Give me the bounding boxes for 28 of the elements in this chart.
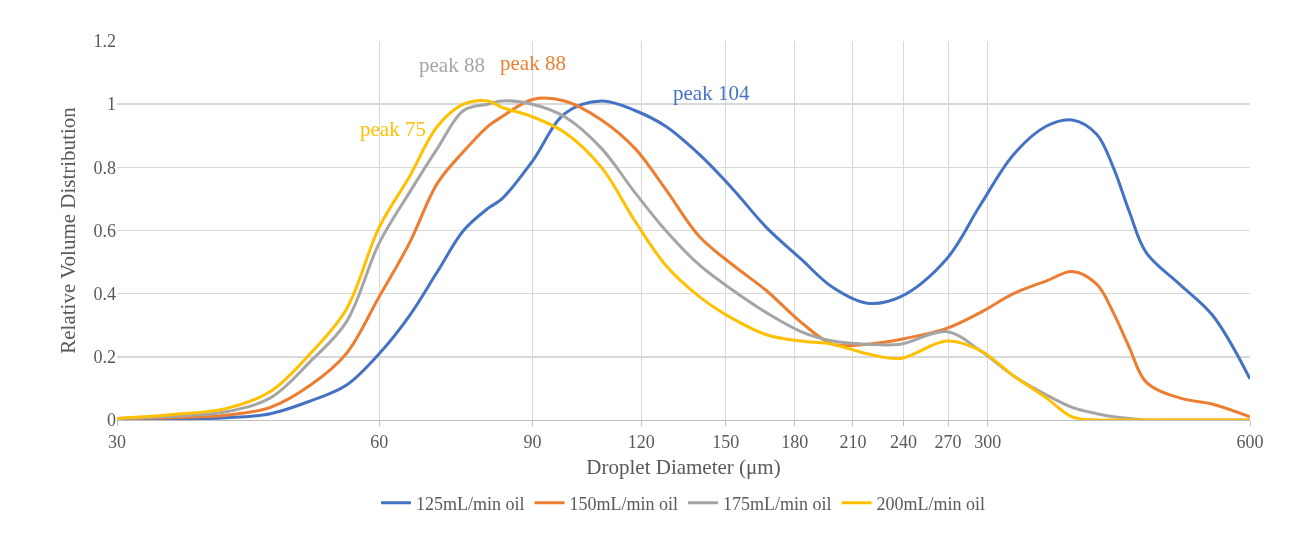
legend-label: 175mL/min oil <box>723 493 832 514</box>
legend-label: 125mL/min oil <box>416 493 525 514</box>
y-tick-label: 1 <box>107 94 116 115</box>
x-tick-label: 120 <box>627 431 655 452</box>
x-tick-label: 270 <box>934 431 962 452</box>
legend-label: 150mL/min oil <box>569 493 679 514</box>
annotation: peak 88 <box>419 53 485 77</box>
y-tick-label: 0 <box>107 410 116 431</box>
annotation: peak 104 <box>673 81 750 105</box>
x-tick-label: 600 <box>1236 431 1264 452</box>
y-tick-label: 0.2 <box>93 347 116 368</box>
x-tick-label: 60 <box>370 431 389 452</box>
x-tick-label: 210 <box>839 431 867 452</box>
x-tick-label: 90 <box>523 431 542 452</box>
legend-label: 200mL/min oil <box>876 493 986 514</box>
y-tick-label: 0.6 <box>93 220 116 241</box>
y-tick-label: 1.2 <box>93 31 116 52</box>
x-tick-label: 30 <box>108 431 126 452</box>
x-tick-label: 180 <box>781 431 809 452</box>
y-axis-title: Relative Volume Distribution <box>55 106 80 354</box>
x-tick-label: 150 <box>712 431 740 452</box>
y-tick-label: 0.4 <box>93 283 116 304</box>
x-axis-title: Droplet Diameter (μm) <box>586 454 781 479</box>
annotation: peak 75 <box>360 117 426 141</box>
x-tick-label: 240 <box>889 431 917 452</box>
y-tick-label: 0.8 <box>93 157 116 178</box>
x-tick-label: 300 <box>974 431 1002 452</box>
annotation: peak 88 <box>500 51 566 75</box>
